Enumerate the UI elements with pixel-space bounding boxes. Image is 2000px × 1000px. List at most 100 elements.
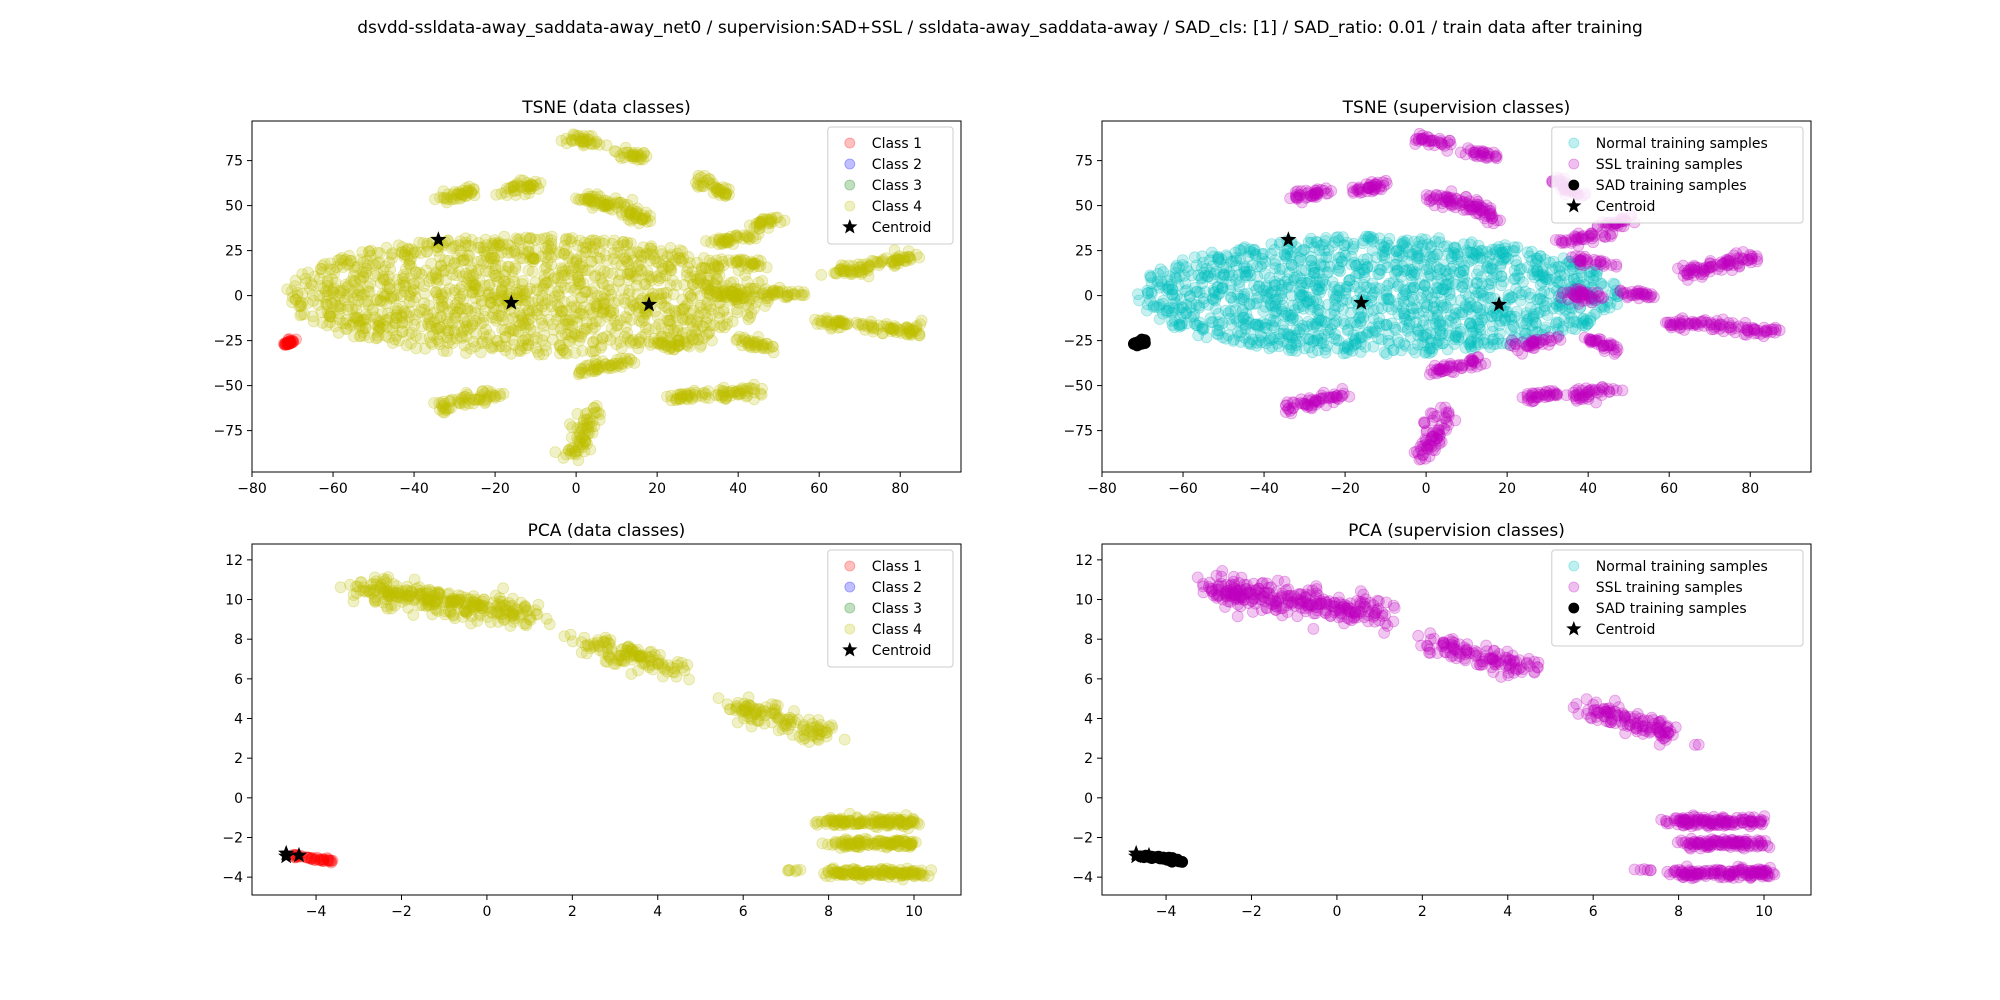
scatter-point [492, 237, 504, 250]
x-tick-label: 40 [729, 481, 747, 497]
scatter-point [1508, 273, 1520, 286]
scatter-point [409, 246, 422, 259]
scatter-point [714, 321, 726, 334]
scatter-point [522, 334, 534, 346]
scatter-point [632, 342, 645, 355]
scatter-point [573, 307, 586, 320]
scatter-point [466, 286, 479, 299]
scatter-point [442, 316, 455, 329]
scatter-point [679, 332, 692, 344]
scatter-point [330, 289, 343, 302]
scatter-point [362, 280, 375, 293]
scatter-point [1348, 280, 1361, 293]
scatter-point [323, 310, 336, 323]
scatter-point [360, 262, 373, 275]
scatter-point [633, 301, 645, 314]
y-tick-label: −25 [1063, 334, 1093, 350]
scatter-point [348, 311, 361, 323]
scatter-point [1449, 248, 1461, 261]
scatter-point [339, 323, 352, 336]
scatter-point [489, 263, 502, 276]
scatter-point [630, 279, 643, 292]
scatter-point [687, 278, 699, 291]
scatter-point [338, 294, 351, 307]
scatter-point [549, 271, 561, 284]
scatter-point [495, 309, 508, 322]
scatter-point [645, 274, 658, 287]
scatter-point [539, 277, 552, 290]
scatter-point [562, 328, 574, 341]
scatter-point [741, 231, 754, 244]
scatter-point [1322, 251, 1335, 264]
scatter-point [787, 288, 800, 300]
scatter-point [431, 311, 444, 324]
legend-label: Normal training samples [1596, 136, 1768, 152]
scatter-point [1128, 337, 1140, 350]
scatter-point [467, 269, 480, 282]
scatter-point [633, 314, 646, 327]
scatter-point [424, 336, 437, 349]
scatter-point [1399, 285, 1412, 297]
scatter-point [1258, 267, 1271, 280]
scatter-point [473, 273, 486, 286]
scatter-point [678, 302, 691, 315]
scatter-point [615, 259, 628, 272]
scatter-point [499, 340, 512, 353]
scatter-point [357, 271, 370, 284]
scatter-point [455, 326, 468, 339]
scatter-point [594, 264, 607, 277]
scatter-point [630, 302, 643, 315]
scatter-point [362, 285, 375, 298]
scatter-point [399, 307, 412, 320]
scatter-point [425, 257, 438, 270]
scatter-point [1226, 269, 1239, 282]
scatter-point [686, 292, 699, 305]
scatter-point [410, 308, 423, 321]
y-tick-label: 25 [225, 244, 243, 260]
scatter-point [506, 265, 519, 278]
scatter-point [598, 292, 610, 305]
scatter-point [679, 326, 692, 339]
scatter-point [560, 317, 573, 330]
scatter-point [357, 270, 370, 283]
scatter-point [593, 245, 606, 258]
scatter-point [1188, 308, 1201, 321]
scatter-point [522, 245, 535, 258]
scatter-point [461, 388, 474, 401]
scatter-point [431, 244, 444, 257]
scatter-point [563, 262, 575, 274]
scatter-point [1366, 180, 1379, 193]
scatter-point [396, 300, 409, 313]
scatter-point [748, 290, 761, 303]
scatter-point [498, 324, 511, 337]
scatter-point [407, 284, 420, 297]
scatter-point [340, 281, 353, 294]
scatter-point [542, 313, 555, 326]
scatter-point [589, 234, 602, 247]
scatter-point [407, 295, 420, 308]
scatter-point [614, 336, 627, 349]
scatter-point [459, 232, 472, 245]
scatter-point [671, 247, 684, 260]
scatter-point [1583, 386, 1596, 399]
scatter-point [450, 306, 462, 319]
scatter-point [385, 290, 398, 303]
scatter-point [437, 265, 450, 278]
scatter-point [392, 334, 405, 347]
scatter-point [420, 264, 433, 277]
legend-marker [844, 137, 856, 149]
scatter-point [395, 290, 408, 303]
scatter-point [681, 312, 694, 325]
scatter-point [694, 179, 707, 192]
scatter-point [383, 312, 396, 324]
scatter-point [430, 277, 443, 290]
scatter-point [595, 341, 607, 354]
scatter-point [598, 303, 611, 316]
scatter-point [401, 316, 413, 329]
scatter-point [496, 314, 509, 327]
scatter-point [531, 304, 543, 317]
scatter-point [323, 308, 335, 321]
scatter-point [306, 310, 319, 323]
scatter-point [480, 249, 493, 262]
scatter-point [462, 272, 475, 285]
